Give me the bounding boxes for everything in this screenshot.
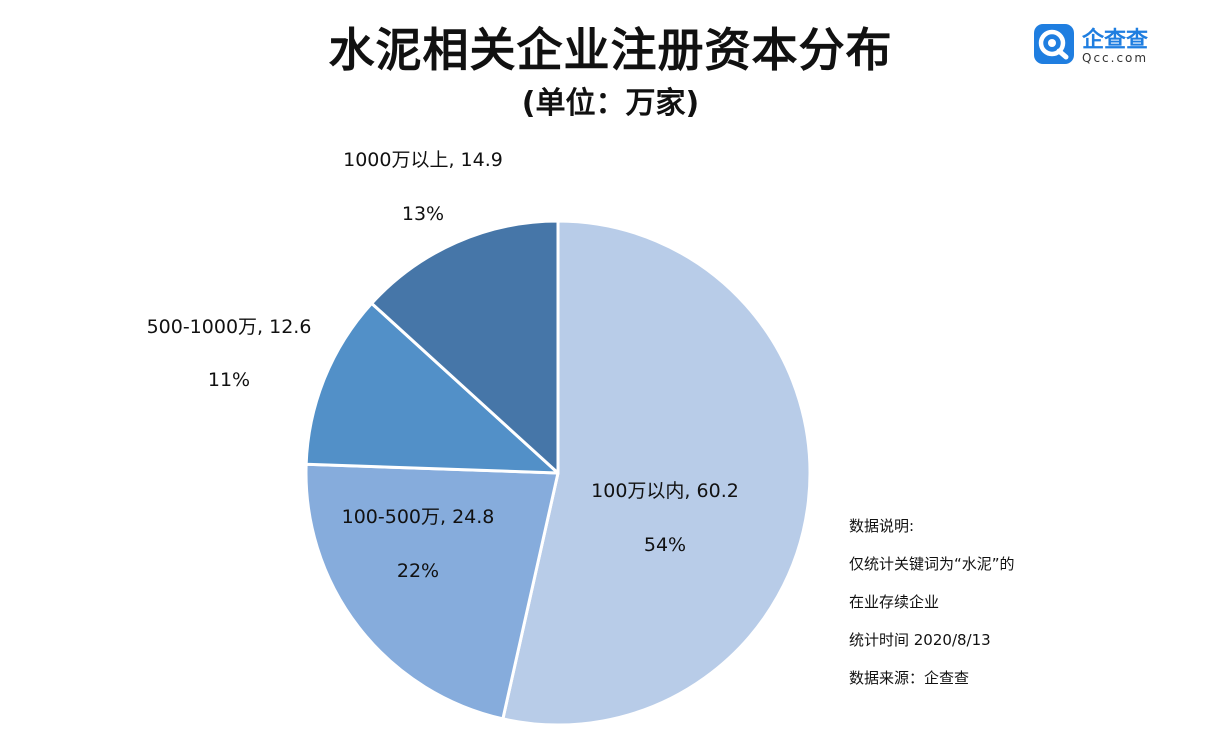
slice-percent-label: 22% xyxy=(397,560,439,582)
slice-label: 100-500万, 24.8 xyxy=(342,506,495,528)
slice-label: 500-1000万, 12.6 xyxy=(147,316,312,338)
qcc-logo-icon xyxy=(1034,24,1074,64)
note-line: 统计时间 2020/8/13 xyxy=(849,631,991,649)
chart-subtitle: (单位：万家) xyxy=(521,86,700,121)
note-line: 数据说明: xyxy=(849,517,915,535)
slice-percent-label: 54% xyxy=(644,534,686,556)
chart-title: 水泥相关企业注册资本分布 xyxy=(328,23,893,77)
slice-label: 100万以内, 60.2 xyxy=(591,480,739,502)
slice-percent-label: 11% xyxy=(208,369,250,391)
slice-percent-label: 13% xyxy=(402,203,444,225)
pie-slice xyxy=(304,301,560,475)
pie-slice xyxy=(501,219,812,727)
note-line: 在业存续企业 xyxy=(849,593,940,611)
logo-domain: Qcc.com xyxy=(1082,51,1149,65)
pie-slice xyxy=(370,219,560,475)
brand-logo: 企查查 Qcc.com xyxy=(1034,24,1184,68)
slice-label: 1000万以上, 14.9 xyxy=(343,149,503,171)
logo-name: 企查查 xyxy=(1082,28,1149,53)
pie-slice xyxy=(304,462,560,721)
data-notes: 数据说明: 仅统计关键词为“水泥”的 在业存续企业 统计时间 2020/8/13… xyxy=(849,516,1015,706)
note-line: 仅统计关键词为“水泥”的 xyxy=(849,555,1015,573)
note-line: 数据来源：企查查 xyxy=(849,669,970,687)
